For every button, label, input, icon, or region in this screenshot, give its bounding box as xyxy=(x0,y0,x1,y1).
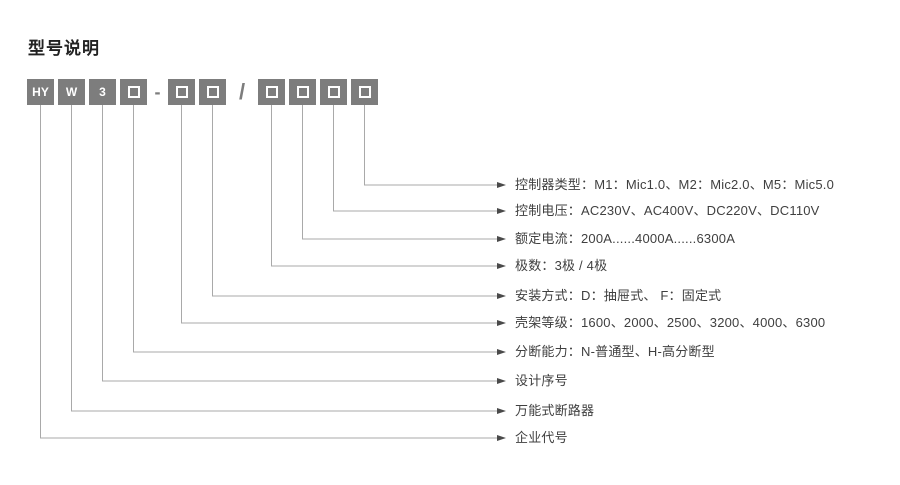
connector-path-6 xyxy=(133,105,497,353)
arrowhead-icon xyxy=(497,182,506,188)
page-title: 型号说明 xyxy=(28,39,100,58)
row-label-2: 额定电流：200A......4000A......6300A xyxy=(515,231,736,246)
connector-path-2 xyxy=(302,105,497,240)
arrowhead-icon xyxy=(497,408,506,414)
row-label-9: 企业代号 xyxy=(515,430,568,445)
row-label-4: 安装方式：D：抽屉式、 F：固定式 xyxy=(515,288,722,303)
placeholder-square-icon xyxy=(265,86,278,98)
model-box-w: W xyxy=(58,79,85,105)
row-label-3: 极数：3极 / 4极 xyxy=(515,258,608,273)
arrowhead-icon xyxy=(497,320,506,326)
dash-separator: - xyxy=(154,81,161,102)
arrowhead-icon xyxy=(497,236,506,242)
model-box-placeholder xyxy=(289,79,316,105)
connector-path-1 xyxy=(333,105,497,212)
arrowhead-icon xyxy=(497,263,506,269)
placeholder-square-icon xyxy=(175,86,188,98)
arrowhead-icon xyxy=(497,378,506,384)
model-box-placeholder xyxy=(199,79,226,105)
arrowhead-icon xyxy=(497,435,506,441)
placeholder-square-icon xyxy=(296,86,309,98)
connector-path-9 xyxy=(40,105,497,439)
connector-path-8 xyxy=(71,105,497,412)
connector-path-3 xyxy=(271,105,497,267)
connector-path-4 xyxy=(212,105,497,297)
row-label-5: 壳架等级：1600、2000、2500、3200、4000、6300 xyxy=(515,315,826,330)
placeholder-square-icon xyxy=(327,86,340,98)
connector-path-7 xyxy=(102,105,497,382)
model-code-row: HY W 3 - / xyxy=(27,79,378,105)
placeholder-square-icon xyxy=(127,86,140,98)
model-box-hy: HY xyxy=(27,79,54,105)
arrowhead-icon xyxy=(497,293,506,299)
row-label-8: 万能式断路器 xyxy=(515,403,595,418)
slash-separator: / xyxy=(238,79,246,104)
connector-path-0 xyxy=(364,105,497,186)
row-label-1: 控制电压：AC230V、AC400V、DC220V、DC110V xyxy=(515,203,820,218)
arrowhead-icon xyxy=(497,349,506,355)
model-box-placeholder xyxy=(168,79,195,105)
model-box-3: 3 xyxy=(89,79,116,105)
model-box-placeholder xyxy=(258,79,285,105)
row-label-7: 设计序号 xyxy=(515,373,568,388)
placeholder-square-icon xyxy=(206,86,219,98)
model-box-placeholder xyxy=(351,79,378,105)
model-box-placeholder xyxy=(120,79,147,105)
model-box-placeholder xyxy=(320,79,347,105)
row-label-0: 控制器类型：M1：Mic1.0、M2：Mic2.0、M5：Mic5.0 xyxy=(515,177,835,192)
connector-path-5 xyxy=(181,105,497,324)
placeholder-square-icon xyxy=(358,86,371,98)
arrowhead-icon xyxy=(497,208,506,214)
row-label-6: 分断能力：N-普通型、H-高分断型 xyxy=(515,344,715,359)
